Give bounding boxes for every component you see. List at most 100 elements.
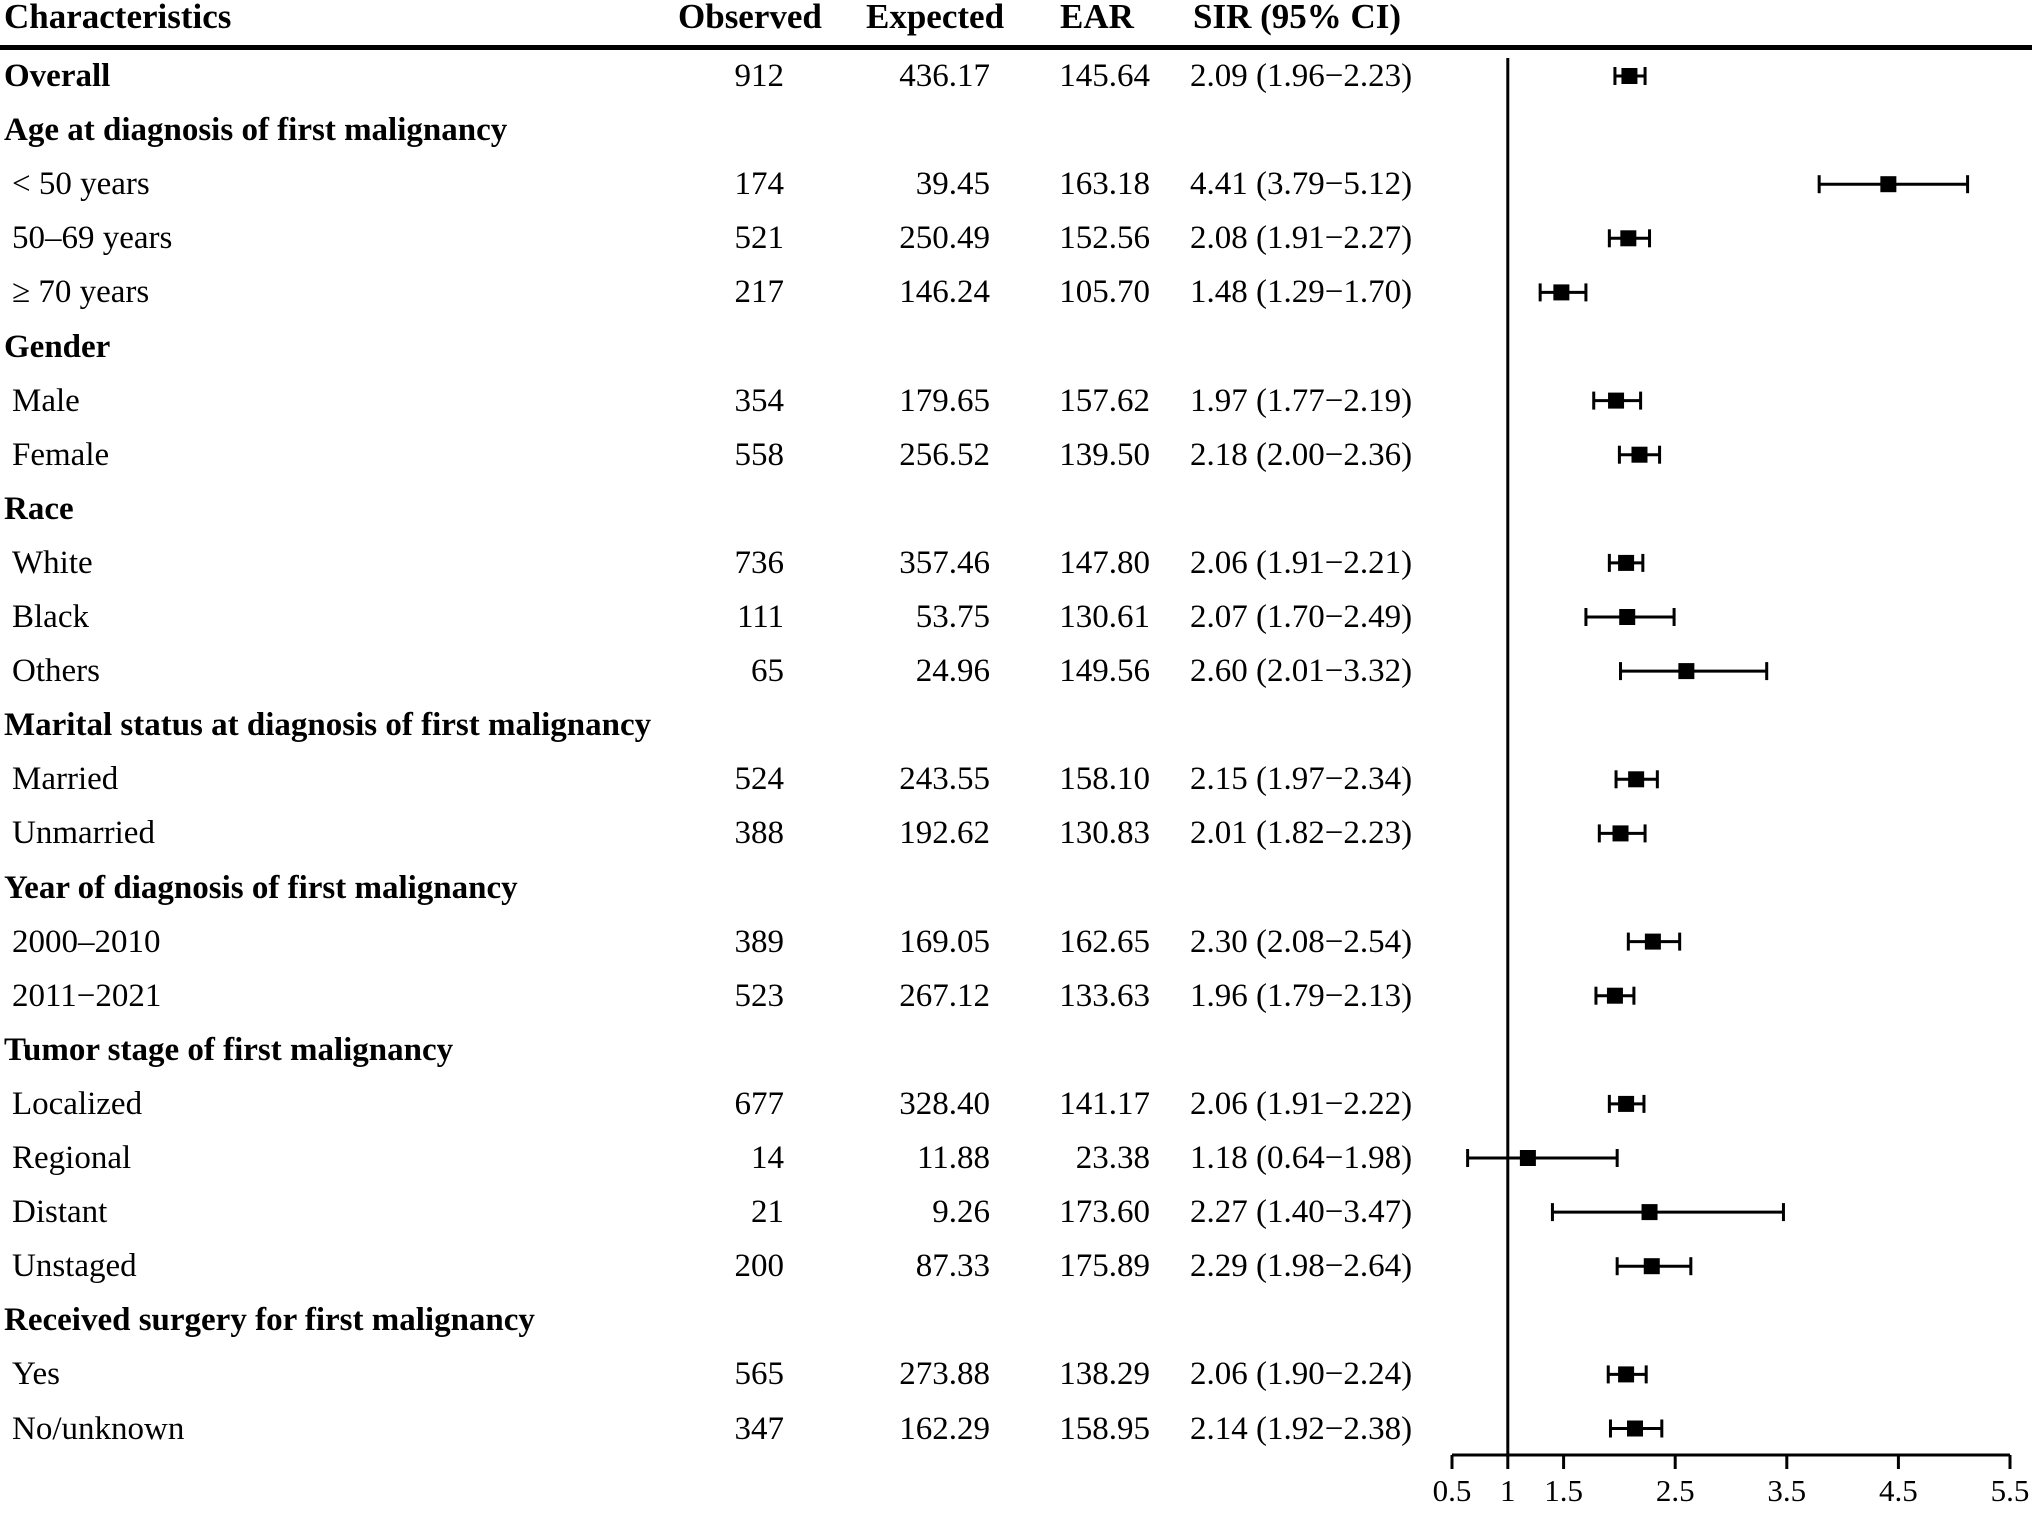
table-row: Unmarried 388 192.62 130.83 2.01 (1.82−2.23) (0, 806, 1460, 860)
table-row: Others 65 24.96 149.56 2.60 (2.01−3.32) (0, 644, 1460, 698)
observed-value: 389 (734, 923, 785, 960)
sir-ci-text: 2.15 (1.97−2.34) (1190, 761, 1413, 798)
observed-value: 912 (734, 58, 785, 94)
point-estimate (1631, 446, 1648, 463)
expected-value: 357.46 (899, 544, 990, 581)
x-tick-label: 4.5 (1879, 1473, 1918, 1508)
sir-ci-text: 2.18 (2.00−2.36) (1190, 436, 1413, 473)
row-label: No/unknown (12, 1410, 185, 1447)
point-estimate (1519, 1150, 1536, 1166)
row-label: Race (4, 490, 74, 527)
table-row: 2000–2010 389 169.05 162.65 2.30 (2.08−2.54) (0, 915, 1460, 969)
table-row: 2011−2021 523 267.12 133.63 1.96 (1.79−2.13) (0, 969, 1460, 1023)
ear-value: 130.61 (1059, 599, 1150, 635)
expected-value: 273.88 (899, 1356, 990, 1393)
ear-value: 139.50 (1059, 436, 1150, 473)
point-estimate (1643, 1258, 1660, 1275)
ear-value: 130.83 (1059, 815, 1150, 852)
table-row: Married 524 243.55 158.10 2.15 (1.97−2.34) (0, 752, 1460, 806)
row-label: Gender (4, 328, 111, 365)
row-label: Age at diagnosis of first malignancy (4, 112, 508, 149)
row-label: 2011−2021 (12, 977, 162, 1014)
ear-value: 173.60 (1059, 1194, 1150, 1231)
ear-value: 133.63 (1059, 977, 1150, 1014)
ear-value: 141.17 (1059, 1085, 1150, 1122)
table-row: Gender (0, 320, 1460, 374)
table-row: Overall 912 436.17 145.64 2.09 (1.96−2.23) (0, 49, 1460, 103)
ear-value: 158.95 (1059, 1410, 1150, 1447)
sir-ci-text: 2.01 (1.82−2.23) (1190, 815, 1413, 852)
row-label: Female (12, 436, 110, 473)
observed-value: 558 (734, 436, 785, 473)
observed-value: 524 (734, 761, 785, 798)
point-estimate (1621, 68, 1638, 84)
header-characteristics: Characteristics (4, 0, 232, 36)
observed-value: 217 (734, 274, 785, 311)
point-estimate (1620, 230, 1637, 247)
ear-value: 162.65 (1059, 923, 1150, 960)
point-estimate (1618, 1095, 1635, 1112)
row-label: 50–69 years (12, 220, 173, 257)
table-row: Race (0, 482, 1460, 536)
x-tick-label: 5.5 (1991, 1473, 2030, 1508)
observed-value: 354 (734, 382, 785, 419)
observed-value: 21 (751, 1194, 784, 1231)
table-row: 50–69 years 521 250.49 152.56 2.08 (1.91−2.2… (0, 211, 1460, 265)
table-row: < 50 years 174 39.45 163.18 4.41 (3.79−5.12) (0, 157, 1460, 211)
ear-value: 145.64 (1059, 58, 1150, 94)
observed-value: 736 (734, 544, 785, 581)
point-estimate (1627, 1420, 1644, 1437)
row-label: Black (12, 599, 89, 635)
ear-value: 149.56 (1059, 653, 1150, 690)
table-row: Yes 565 273.88 138.29 2.06 (1.90−2.24) (0, 1347, 1460, 1401)
table-row: White 736 357.46 147.80 2.06 (1.91−2.21) (0, 536, 1460, 590)
row-label: Distant (12, 1194, 108, 1231)
observed-value: 677 (734, 1085, 785, 1122)
expected-value: 53.75 (915, 599, 990, 635)
table-row: Unstaged 200 87.33 175.89 2.29 (1.98−2.64) (0, 1239, 1460, 1293)
x-tick-label: 0.5 (1433, 1473, 1472, 1508)
row-label: Received surgery for first malignancy (4, 1302, 535, 1339)
header-rule (0, 45, 2032, 50)
table-row: Year of diagnosis of first malignancy (0, 861, 1460, 915)
expected-value: 243.55 (899, 761, 990, 798)
expected-value: 192.62 (899, 815, 990, 852)
observed-value: 523 (734, 977, 785, 1014)
x-tick-label: 2.5 (1656, 1473, 1695, 1508)
row-label: < 50 years (12, 166, 150, 203)
header-observed: Observed (678, 0, 822, 36)
sir-ci-text: 2.60 (2.01−3.32) (1190, 653, 1413, 690)
point-estimate (1606, 987, 1623, 1004)
row-label: Year of diagnosis of first malignancy (4, 869, 518, 906)
row-label: Others (12, 653, 100, 690)
sir-ci-text: 2.09 (1.96−2.23) (1190, 58, 1413, 94)
ear-value: 175.89 (1059, 1248, 1150, 1285)
ear-value: 147.80 (1059, 544, 1150, 581)
sir-ci-text: 2.30 (2.08−2.54) (1190, 923, 1413, 960)
ear-value: 152.56 (1059, 220, 1150, 257)
expected-value: 267.12 (899, 977, 990, 1014)
expected-value: 162.29 (899, 1410, 990, 1447)
sir-ci-text: 2.07 (1.70−2.49) (1190, 599, 1413, 635)
ear-value: 163.18 (1059, 166, 1150, 203)
observed-value: 14 (751, 1140, 784, 1176)
point-estimate (1641, 1204, 1658, 1221)
sir-ci-text: 1.96 (1.79−2.13) (1190, 977, 1413, 1014)
point-estimate (1553, 284, 1570, 301)
row-label: Marital status at diagnosis of first mal… (4, 707, 652, 744)
observed-value: 200 (734, 1248, 785, 1285)
table-row: Marital status at diagnosis of first mal… (0, 698, 1460, 752)
ear-value: 138.29 (1059, 1356, 1150, 1393)
row-label: Married (12, 761, 119, 798)
expected-value: 11.88 (916, 1140, 990, 1176)
ear-value: 157.62 (1059, 382, 1150, 419)
expected-value: 256.52 (899, 436, 990, 473)
row-label: White (12, 544, 93, 581)
header-sir: SIR (95% CI) (1193, 0, 1402, 36)
expected-value: 24.96 (915, 653, 990, 690)
sir-ci-text: 2.06 (1.90−2.24) (1190, 1356, 1413, 1393)
observed-value: 65 (751, 653, 784, 690)
table-row: Female 558 256.52 139.50 2.18 (2.00−2.36) (0, 428, 1460, 482)
ear-value: 158.10 (1059, 761, 1150, 798)
